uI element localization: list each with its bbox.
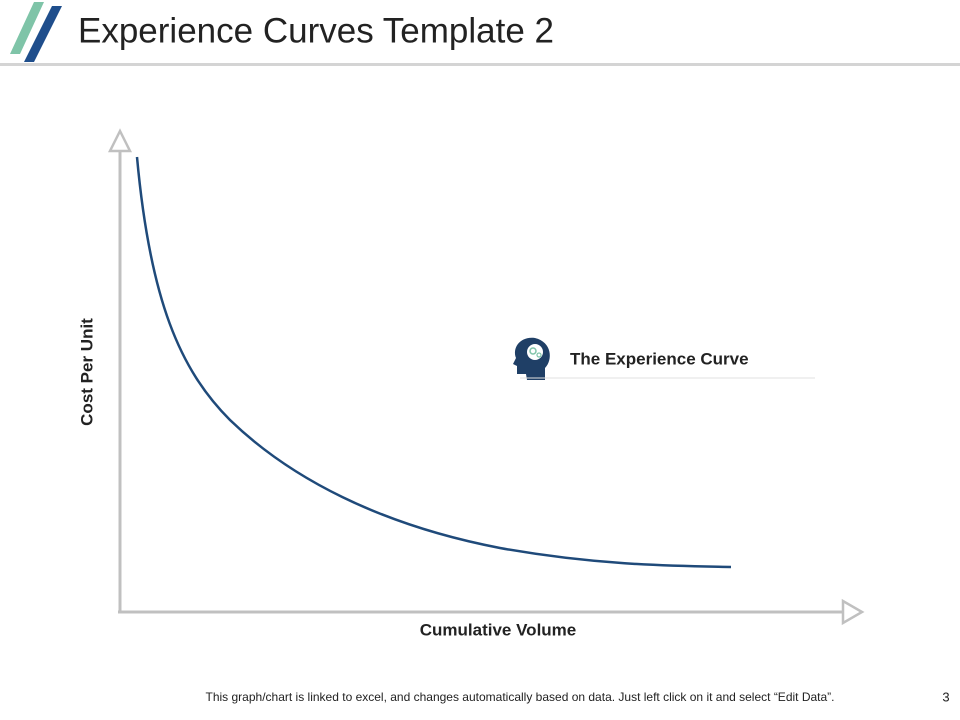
page-number: 3 (942, 689, 949, 704)
header-rule (0, 63, 960, 66)
y-axis-label: Cost Per Unit (77, 318, 96, 426)
footer-note: This graph/chart is linked to excel, and… (206, 690, 835, 704)
x-axis-label: Cumulative Volume (420, 620, 577, 639)
legend-label: The Experience Curve (570, 349, 749, 368)
logo-stripe (10, 2, 44, 54)
y-axis-arrow (107, 128, 133, 153)
x-axis-arrow (841, 598, 865, 626)
slide-title: Experience Curves Template 2 (78, 11, 554, 50)
legend-icon (513, 337, 550, 380)
experience-curve (135, 156, 732, 569)
logo-stripe (24, 6, 62, 62)
